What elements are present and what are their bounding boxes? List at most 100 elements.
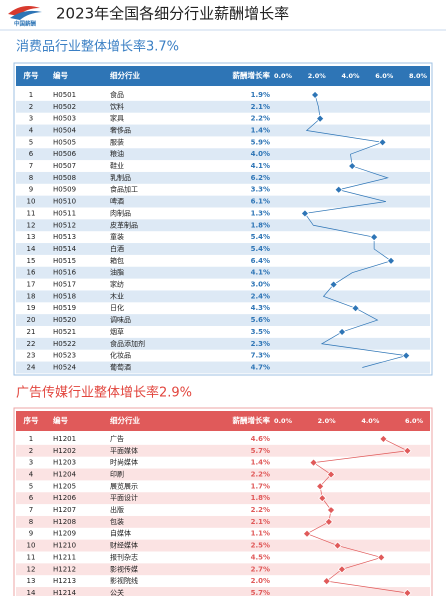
row-number: 2 bbox=[29, 103, 33, 111]
row-value: 1.8% bbox=[251, 221, 270, 229]
row-code: H0519 bbox=[53, 304, 76, 312]
row-name: 箱包 bbox=[110, 256, 124, 265]
row-name: 自媒体 bbox=[110, 529, 131, 538]
column-header: 编号 bbox=[53, 415, 68, 425]
row-number: 6 bbox=[29, 150, 34, 158]
row-name: 粮油 bbox=[110, 149, 124, 158]
row-number: 4 bbox=[29, 126, 34, 134]
value-marker bbox=[403, 446, 412, 455]
row-value: 5.4% bbox=[251, 245, 270, 253]
column-header: 薪酬增长率 bbox=[233, 415, 271, 425]
row-value: 6.4% bbox=[251, 257, 270, 265]
row-band bbox=[16, 266, 430, 279]
row-value: 5.7% bbox=[251, 447, 270, 455]
row-code: H0503 bbox=[53, 115, 76, 123]
row-band bbox=[16, 563, 430, 576]
row-number: 10 bbox=[27, 542, 36, 550]
row-number: 5 bbox=[29, 482, 33, 490]
row-code: H0512 bbox=[53, 221, 76, 229]
row-name: 印刷 bbox=[110, 470, 124, 478]
row-name: 平面设计 bbox=[110, 493, 138, 502]
row-code: H0502 bbox=[53, 103, 76, 111]
row-value: 2.0% bbox=[251, 577, 270, 585]
row-code: H1204 bbox=[53, 470, 77, 478]
row-name: 木业 bbox=[110, 291, 124, 300]
column-header: 细分行业 bbox=[110, 70, 140, 80]
row-number: 21 bbox=[27, 328, 36, 336]
row-name: 出版 bbox=[110, 505, 124, 514]
value-marker bbox=[300, 209, 310, 218]
row-name: 食品 bbox=[110, 90, 124, 99]
row-number: 13 bbox=[27, 577, 36, 585]
row-value: 2.4% bbox=[251, 292, 270, 300]
row-value: 1.7% bbox=[251, 482, 270, 490]
x-tick-label: 0.0% bbox=[274, 72, 293, 80]
row-name: 服装 bbox=[110, 137, 124, 146]
row-number: 4 bbox=[29, 470, 34, 478]
row-code: H0516 bbox=[53, 269, 77, 277]
value-marker bbox=[333, 541, 342, 550]
x-tick-label: 8.0% bbox=[409, 72, 428, 80]
row-value: 7.3% bbox=[251, 352, 270, 360]
row-name: 乳制品 bbox=[110, 173, 131, 182]
row-number: 3 bbox=[29, 115, 33, 123]
x-tick-label: 0.0% bbox=[274, 417, 293, 425]
logo: 中国薪酬 bbox=[8, 6, 42, 28]
row-value: 1.4% bbox=[251, 459, 270, 467]
row-value: 1.3% bbox=[251, 209, 270, 217]
row-code: H0501 bbox=[53, 91, 76, 99]
value-marker bbox=[315, 114, 325, 123]
row-value: 1.4% bbox=[251, 126, 270, 134]
x-tick-label: 6.0% bbox=[375, 72, 394, 80]
section-title: 广告传媒行业整体增长率2.9% bbox=[16, 385, 192, 401]
row-band bbox=[16, 100, 430, 113]
row-value: 6.1% bbox=[251, 198, 270, 206]
table-header bbox=[16, 66, 430, 86]
row-value: 2.7% bbox=[251, 565, 270, 573]
trend-line bbox=[306, 438, 409, 594]
row-band bbox=[16, 124, 430, 137]
row-value: 4.3% bbox=[251, 304, 270, 312]
row-name: 饮料 bbox=[110, 102, 124, 111]
value-marker bbox=[309, 458, 318, 467]
row-value: 2.2% bbox=[251, 470, 270, 478]
value-marker bbox=[351, 304, 360, 313]
value-marker bbox=[386, 256, 396, 265]
row-code: H0505 bbox=[53, 138, 76, 146]
row-value: 2.2% bbox=[251, 115, 270, 123]
row-name: 皮革制品 bbox=[110, 220, 138, 229]
column-header: 编号 bbox=[53, 70, 68, 80]
row-number: 24 bbox=[27, 363, 36, 371]
row-band bbox=[16, 243, 430, 255]
row-name: 化妆品 bbox=[110, 351, 131, 360]
row-name: 奢侈品 bbox=[110, 125, 131, 134]
value-marker bbox=[337, 327, 347, 337]
row-code: H0518 bbox=[53, 292, 76, 300]
row-name: 油脂 bbox=[110, 268, 124, 277]
row-code: H0513 bbox=[53, 233, 76, 241]
row-code: H0514 bbox=[53, 245, 77, 253]
column-header: 序号 bbox=[24, 415, 39, 425]
row-value: 5.9% bbox=[251, 138, 270, 146]
row-code: H0515 bbox=[53, 257, 76, 265]
row-number: 15 bbox=[27, 257, 36, 265]
row-code: H0506 bbox=[53, 150, 77, 158]
row-band bbox=[16, 290, 430, 303]
row-name: 食品添加剂 bbox=[110, 339, 145, 348]
row-name: 食品加工 bbox=[110, 185, 138, 194]
row-value: 1.8% bbox=[251, 494, 270, 502]
row-number: 9 bbox=[29, 186, 33, 194]
value-marker bbox=[310, 90, 320, 100]
row-name: 包装 bbox=[110, 517, 124, 526]
row-value: 5.7% bbox=[251, 589, 270, 596]
row-band bbox=[16, 444, 430, 457]
row-code: H1208 bbox=[53, 518, 76, 526]
row-name: 平面媒体 bbox=[110, 446, 138, 455]
value-marker bbox=[348, 161, 357, 171]
row-name: 白酒 bbox=[110, 244, 124, 253]
row-band bbox=[16, 148, 430, 161]
row-number: 17 bbox=[27, 281, 36, 289]
row-code: H1201 bbox=[53, 435, 76, 443]
row-number: 16 bbox=[27, 269, 36, 277]
